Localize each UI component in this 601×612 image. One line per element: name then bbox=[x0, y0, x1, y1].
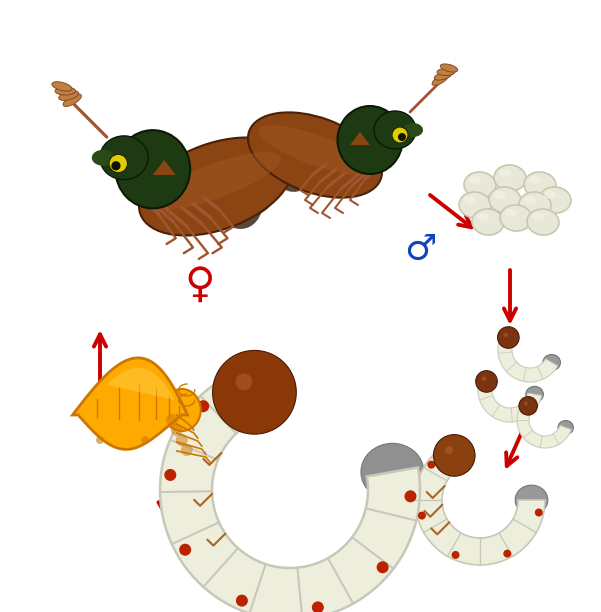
Circle shape bbox=[418, 512, 426, 520]
Ellipse shape bbox=[524, 196, 536, 204]
Ellipse shape bbox=[524, 172, 556, 198]
Ellipse shape bbox=[403, 123, 423, 137]
Ellipse shape bbox=[505, 209, 517, 217]
Circle shape bbox=[504, 333, 508, 337]
Ellipse shape bbox=[464, 196, 476, 204]
Ellipse shape bbox=[163, 389, 201, 431]
Circle shape bbox=[433, 435, 475, 476]
Polygon shape bbox=[478, 379, 542, 422]
Circle shape bbox=[519, 397, 537, 415]
Ellipse shape bbox=[55, 87, 76, 95]
Circle shape bbox=[171, 424, 183, 436]
Circle shape bbox=[404, 490, 416, 502]
Ellipse shape bbox=[459, 192, 491, 218]
Ellipse shape bbox=[52, 82, 72, 91]
Circle shape bbox=[535, 509, 543, 517]
Circle shape bbox=[236, 373, 252, 390]
Ellipse shape bbox=[361, 443, 424, 501]
Ellipse shape bbox=[519, 192, 551, 218]
Polygon shape bbox=[498, 334, 558, 382]
Circle shape bbox=[427, 461, 435, 469]
Ellipse shape bbox=[477, 213, 489, 221]
Ellipse shape bbox=[515, 485, 548, 515]
Ellipse shape bbox=[544, 191, 556, 199]
Ellipse shape bbox=[500, 205, 532, 231]
Circle shape bbox=[377, 561, 389, 573]
Circle shape bbox=[179, 543, 191, 556]
Ellipse shape bbox=[92, 150, 115, 166]
Ellipse shape bbox=[203, 149, 264, 229]
Ellipse shape bbox=[489, 187, 521, 213]
Ellipse shape bbox=[543, 354, 561, 370]
Ellipse shape bbox=[469, 176, 481, 184]
Ellipse shape bbox=[63, 94, 82, 106]
Ellipse shape bbox=[539, 187, 571, 213]
Ellipse shape bbox=[151, 152, 281, 209]
Circle shape bbox=[392, 127, 408, 143]
Ellipse shape bbox=[441, 64, 458, 72]
Circle shape bbox=[111, 161, 121, 170]
Circle shape bbox=[476, 371, 497, 392]
Circle shape bbox=[213, 351, 296, 434]
Ellipse shape bbox=[526, 386, 543, 402]
Circle shape bbox=[503, 550, 511, 558]
Ellipse shape bbox=[494, 165, 526, 191]
Circle shape bbox=[141, 436, 149, 444]
Polygon shape bbox=[73, 358, 188, 449]
Ellipse shape bbox=[435, 72, 452, 80]
Ellipse shape bbox=[529, 176, 541, 184]
Ellipse shape bbox=[273, 122, 326, 192]
Ellipse shape bbox=[464, 172, 496, 198]
Circle shape bbox=[524, 401, 528, 405]
Ellipse shape bbox=[432, 75, 448, 86]
Ellipse shape bbox=[100, 136, 148, 179]
Polygon shape bbox=[415, 444, 545, 565]
Circle shape bbox=[175, 434, 188, 446]
Ellipse shape bbox=[437, 69, 455, 75]
Ellipse shape bbox=[527, 209, 559, 235]
Ellipse shape bbox=[532, 213, 544, 221]
Ellipse shape bbox=[374, 111, 416, 149]
Circle shape bbox=[164, 469, 176, 481]
Circle shape bbox=[312, 602, 324, 612]
Polygon shape bbox=[517, 402, 572, 448]
Polygon shape bbox=[106, 368, 175, 400]
Circle shape bbox=[197, 400, 209, 412]
Ellipse shape bbox=[499, 169, 511, 177]
Circle shape bbox=[398, 133, 406, 141]
Ellipse shape bbox=[558, 420, 573, 435]
Circle shape bbox=[181, 444, 193, 456]
Circle shape bbox=[109, 154, 127, 173]
Circle shape bbox=[96, 436, 104, 444]
Ellipse shape bbox=[338, 106, 403, 174]
Ellipse shape bbox=[258, 125, 371, 175]
Polygon shape bbox=[153, 160, 175, 175]
Ellipse shape bbox=[115, 130, 190, 208]
Text: ♂: ♂ bbox=[404, 233, 436, 267]
Circle shape bbox=[236, 595, 248, 606]
Text: ♀: ♀ bbox=[185, 264, 215, 306]
Polygon shape bbox=[350, 132, 370, 145]
Circle shape bbox=[498, 327, 519, 348]
Circle shape bbox=[166, 414, 178, 426]
Ellipse shape bbox=[139, 138, 293, 236]
Circle shape bbox=[445, 446, 453, 454]
Ellipse shape bbox=[248, 113, 382, 198]
Ellipse shape bbox=[207, 183, 270, 217]
Ellipse shape bbox=[472, 209, 504, 235]
Ellipse shape bbox=[59, 91, 79, 100]
Circle shape bbox=[481, 376, 486, 381]
Ellipse shape bbox=[494, 191, 506, 199]
Circle shape bbox=[451, 551, 460, 559]
Ellipse shape bbox=[267, 152, 323, 182]
Polygon shape bbox=[160, 368, 420, 612]
